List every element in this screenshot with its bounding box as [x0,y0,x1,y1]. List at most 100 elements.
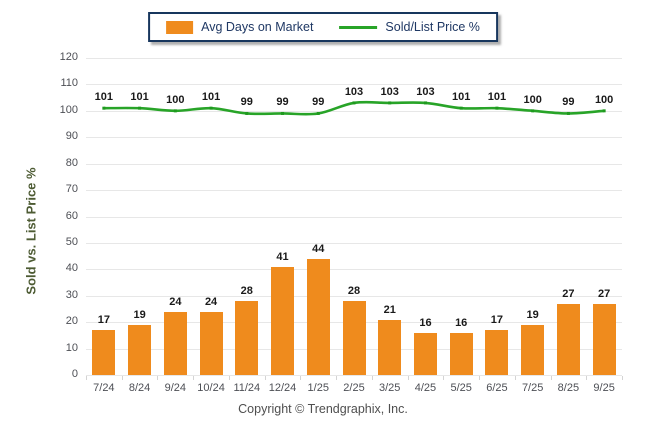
bar [592,303,616,375]
bar-value-label: 24 [169,295,182,308]
x-axis-tick-label: 10/24 [197,382,225,394]
line-value-label: 99 [562,96,575,109]
bar [199,311,223,375]
y-axis-tick-label: 120 [59,51,78,63]
y-axis-tick-label: 20 [65,315,78,328]
line-point-marker [459,106,463,110]
gridline [86,295,622,297]
x-axis-tick-label: 9/25 [593,382,615,394]
legend-item-sold-list: Sold/List Price % [339,20,480,34]
bar-value-label: 17 [490,314,504,327]
gridline [86,163,622,165]
bar [128,324,152,375]
line-point-marker [316,111,320,115]
bar [556,303,580,375]
bar-value-label: 27 [562,287,575,300]
bar-value-label: 19 [526,308,539,321]
x-axis-tick [479,376,481,380]
gridline [86,110,622,112]
x-axis-tick-label: 3/25 [379,382,401,394]
line-point-marker [352,101,356,105]
x-axis-tick-label: 6/25 [486,382,508,394]
bar-value-label: 16 [455,316,468,329]
line-value-label: 100 [523,93,542,106]
x-axis-tick-label: 4/25 [414,382,437,394]
bar [485,330,509,375]
legend-item-avg-days: Avg Days on Market [166,20,313,34]
line-value-label: 101 [487,91,507,104]
x-axis-tick [550,376,552,380]
x-axis-tick [157,376,159,380]
line-point-marker [423,101,427,105]
y-axis-tick-label: 80 [65,156,78,169]
x-axis-tick-label: 9/24 [164,382,187,394]
x-axis-tick [371,376,373,380]
line-point-marker [388,101,392,105]
bar [92,330,116,375]
gridline [86,190,622,192]
y-axis-tick-label: 0 [71,368,78,380]
line-point-marker [102,106,106,110]
x-axis-tick-label: 2/25 [343,382,365,394]
line-value-label: 103 [416,85,435,98]
x-axis-tick-label: 12/24 [268,382,297,394]
y-axis-tick-label: 110 [60,77,78,90]
x-axis-tick [514,376,516,380]
bar [342,301,366,375]
x-axis-tick [407,376,409,380]
gridline [86,216,622,218]
y-axis-tick-label: 40 [65,262,78,275]
x-axis-tick [228,376,230,380]
line-value-label: 101 [130,91,149,104]
line-point-marker [495,106,499,110]
bar-value-label: 19 [133,308,146,321]
x-axis-tick-label: 5/25 [450,382,472,394]
bar-value-label: 27 [598,287,611,300]
legend-label-sold-list: Sold/List Price % [385,20,480,34]
x-axis-tick [622,376,623,380]
line-series-swatch-icon [339,25,378,29]
bar [413,332,437,375]
y-axis-tick-label: 60 [65,209,78,222]
line-value-label: 101 [452,91,471,104]
gridline [86,242,622,244]
x-axis-tick-label: 1/25 [307,382,329,394]
line-value-label: 99 [240,96,253,109]
x-axis-tick-label: 7/25 [521,382,544,394]
line-point-marker [245,111,249,115]
y-axis-title: Sold vs. List Price % [23,167,39,295]
gridline [86,58,622,59]
x-axis-tick [336,376,338,380]
x-axis-tick [86,376,87,380]
line-value-label: 103 [380,85,399,98]
bar-value-label: 28 [347,285,361,298]
x-axis-tick [586,376,588,380]
y-axis-tick-label: 70 [65,183,78,196]
gridline [86,84,622,86]
bar-value-label: 44 [312,242,325,255]
line-value-label: 101 [201,91,221,104]
bar [271,266,295,375]
bar [449,332,473,375]
y-axis-tick-label: 50 [65,235,78,248]
x-axis-tick-label: 8/25 [557,382,580,394]
y-axis-tick-label: 100 [59,103,78,116]
gridline [86,137,622,139]
copyright-text: Copyright © Trendgraphix, Inc. [238,402,408,416]
bar-value-label: 21 [383,303,396,316]
line-value-label: 103 [344,85,364,98]
line-value-label: 99 [312,96,325,109]
bar [163,311,187,375]
x-axis-tick [300,376,302,380]
line-value-label: 99 [276,96,289,109]
bar-value-label: 17 [97,314,110,327]
bar [521,324,545,375]
line-point-marker [209,106,213,110]
bar [306,258,330,375]
x-axis-tick [121,376,123,380]
x-axis-tick [443,376,445,380]
bar-series-swatch-icon [166,20,194,34]
x-axis-tick [193,376,195,380]
x-axis-tick-label: 11/24 [233,382,261,394]
